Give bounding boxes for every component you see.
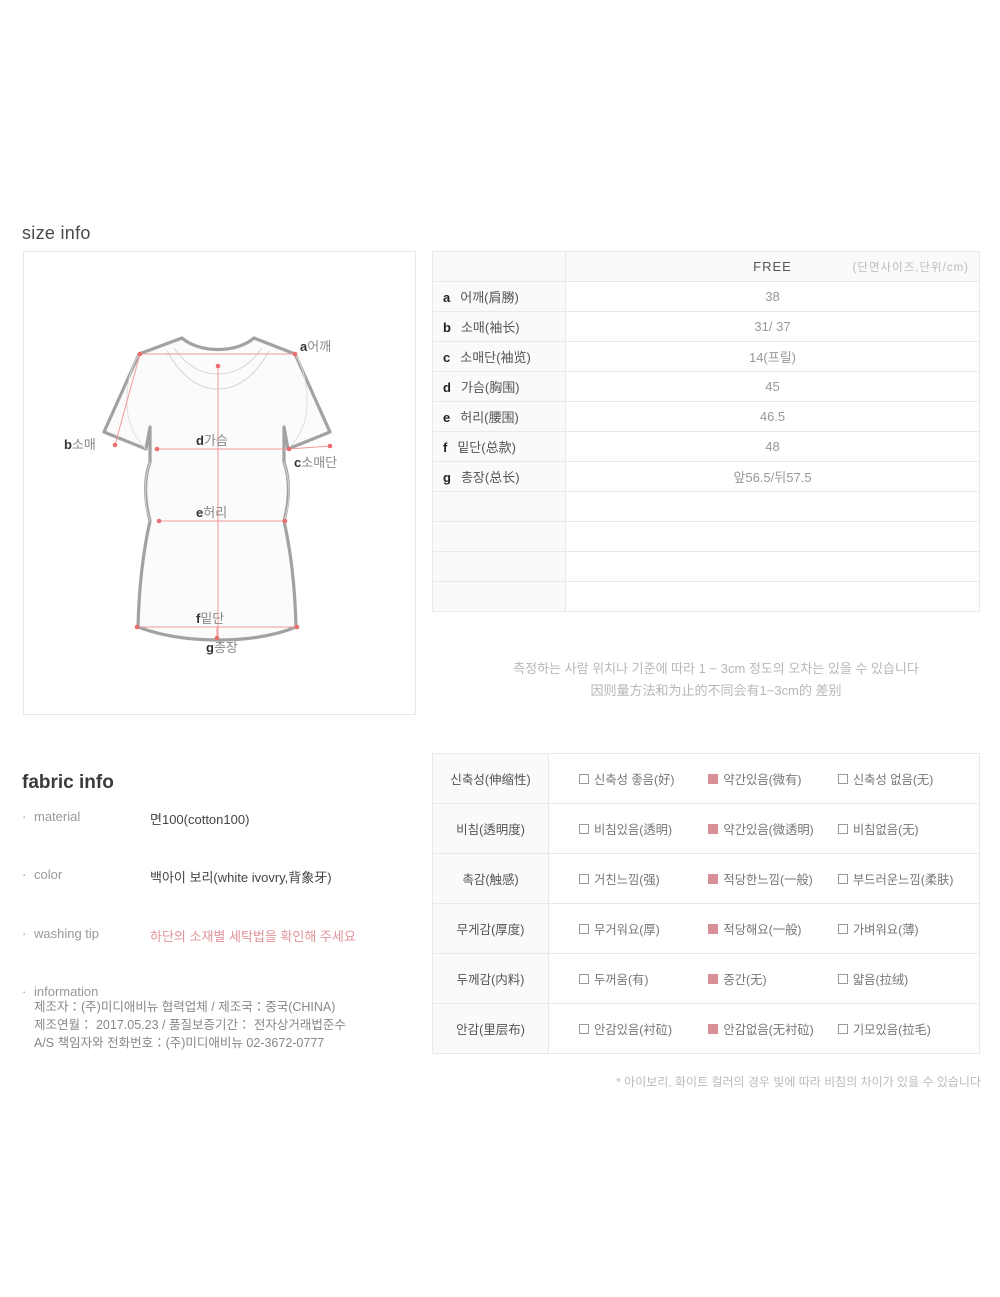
svg-text:d가슴: d가슴 — [196, 433, 228, 448]
svg-text:c소매단: c소매단 — [294, 455, 337, 470]
svg-text:f밑단: f밑단 — [196, 611, 224, 626]
svg-text:g총장: g총장 — [206, 640, 238, 655]
svg-text:a어깨: a어깨 — [300, 339, 331, 354]
svg-text:b소매: b소매 — [64, 437, 96, 452]
svg-text:e허리: e허리 — [196, 505, 227, 520]
